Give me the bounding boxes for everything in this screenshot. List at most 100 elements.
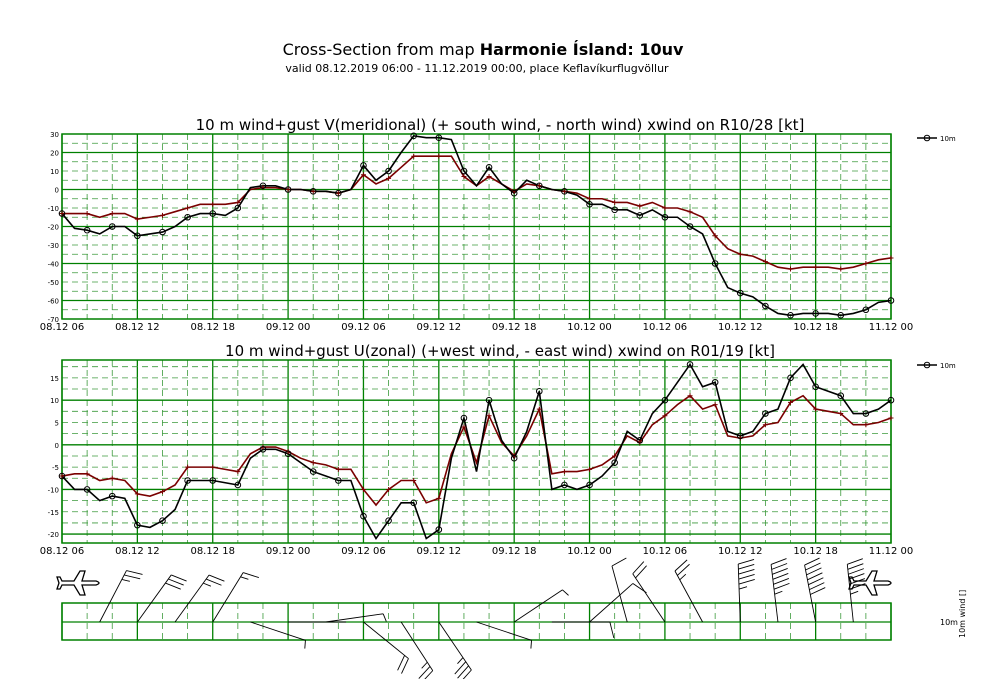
gust-point [210,464,216,470]
y-tick-label: -70 [48,316,59,324]
x-tick-label: 10.12 00 [567,322,612,333]
gust-point [310,188,316,194]
x-tick-label: 08.12 12 [115,322,160,333]
legend-marker-icon [923,361,931,369]
gust-point [561,188,567,194]
wind-point [661,396,669,404]
x-tick-label: 09.12 00 [266,322,311,333]
wind-barb-feather [738,586,748,590]
gust-point [888,415,894,421]
wind-barb-feather [121,578,130,582]
wind-barb-staff [737,564,741,623]
wind-barb-feather [807,572,823,581]
wind-point [485,164,493,171]
wind-barb-feather [530,640,532,649]
wind-point [134,521,141,529]
wind-point [460,414,468,422]
gust-point [587,196,593,202]
x-tick-label: 08.12 18 [190,546,235,557]
gust-point [637,203,643,209]
gust-point [712,233,718,239]
wind-point [485,396,493,404]
wind-barb-feather [611,557,627,567]
gust-point [813,406,819,412]
wind-point [711,379,719,386]
wind-point [159,228,166,236]
gust-point [561,469,567,475]
wind-barb-feather [165,582,181,590]
wind-barb-staff [513,589,563,623]
wind-point [812,310,819,317]
wind-barb-feather [808,577,824,586]
gust-point [411,478,417,484]
strip-vertical-label: 10m wind [] [958,590,967,638]
gust-point [762,422,768,428]
x-tick-label: 08.12 12 [115,546,160,557]
gust-point [159,489,165,495]
wind-point [812,383,819,391]
wind-barb-feather [847,558,863,565]
gust-point [210,201,216,207]
gust-point [386,175,392,181]
wind-point [58,472,66,480]
wind-barb-feather [847,563,864,570]
wind-point [83,226,91,234]
wind-point [862,410,870,417]
plot-frame [61,359,892,544]
gust-point [360,172,366,178]
wind-point [787,374,794,382]
gust-point [436,495,442,501]
wind-point [184,477,191,484]
x-tick-label: 08.12 06 [40,546,85,557]
wind-barb-feather [809,582,825,591]
wind-point [335,477,342,484]
gust-point [762,259,768,265]
wind-barb-feather [632,561,645,575]
wind-barb-feather [850,590,859,595]
wind-barb-feather [418,666,431,679]
figure-title-prefix: Cross-Section from map [283,40,480,59]
wind-barb-feather [774,590,783,595]
wind-point [586,201,593,208]
panel1-legend: 10m [917,134,956,143]
wind-point [410,132,417,140]
wind-barb-feather [242,572,259,579]
x-tick-label: 10.12 06 [643,322,688,333]
plot-frame [61,602,892,641]
gust-point [888,255,894,261]
wind-barb-feather [382,613,387,622]
gust-point [59,473,65,479]
x-tick-label: 09.12 18 [492,322,537,333]
wind-barb-feather [738,559,755,565]
gust-point [185,205,191,211]
gust-series-line [62,155,892,270]
wind-point [83,486,91,493]
wind-barb-staff [438,621,472,671]
wind-point [736,289,744,297]
gust-point [335,190,341,196]
wind-barb-feather [810,587,826,595]
gust-point [863,422,869,428]
y-tick-label: -20 [48,224,59,232]
wind-point [762,302,769,310]
y-tick-label: 10 [50,397,59,405]
x-tick-label: 10.12 06 [643,546,688,557]
x-tick-label: 10.12 18 [793,322,838,333]
wind-point [234,204,242,212]
meridional-wind-panel: 10 m wind+gust V(meridional) (+ south wi… [40,116,956,333]
gust-point [84,471,90,477]
wind-point [510,189,518,197]
wind-barb-feather [124,574,141,580]
wind-point [435,134,443,141]
wind-point [410,499,417,507]
wind-point [611,459,618,466]
figure-title: Cross-Section from map Harmonie Ísland: … [283,40,684,59]
gust-point [838,266,844,272]
gust-point [360,486,366,492]
y-tick-label: 30 [50,131,59,139]
y-tick-label: -60 [48,298,59,306]
wind-barb-staff [212,572,244,623]
wind-point [736,432,744,440]
wind-point [510,454,518,462]
